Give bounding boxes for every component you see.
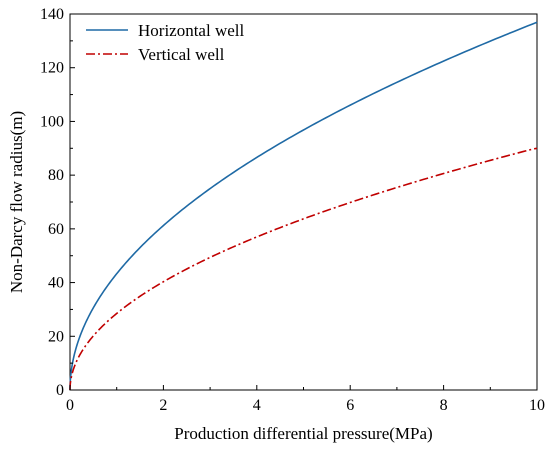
legend: Horizontal well Vertical well [86,21,244,64]
series-layer [69,21,538,391]
legend-label-vertical-well: Vertical well [138,45,225,64]
y-tick-label: 0 [56,382,64,399]
x-tick-label: 2 [159,397,167,414]
x-tick-label: 4 [253,397,261,414]
y-tick-label: 60 [48,221,64,238]
y-axis-title: Non-Darcy flow radius(m) [7,111,26,293]
y-tick-label: 140 [40,6,64,23]
x-axis-ticks: 0 2 4 6 8 10 [66,385,545,414]
x-tick-label: 6 [346,397,354,414]
x-axis-title: Production differential pressure(MPa) [174,424,432,443]
y-tick-label: 20 [48,328,64,345]
x-tick-label: 10 [529,397,545,414]
x-tick-label: 8 [440,397,448,414]
y-axis-ticks: 0 20 40 60 80 100 120 140 [40,6,75,399]
legend-label-horizontal-well: Horizontal well [138,21,244,40]
series-line-vertical-well [69,147,538,391]
x-tick-label: 0 [66,397,74,414]
y-tick-label: 100 [40,113,64,130]
plot-area: 0 2 4 6 8 10 0 20 40 60 80 100 120 140 [40,6,545,414]
y-tick-label: 40 [48,275,64,292]
y-tick-label: 120 [40,60,64,77]
series-line-horizontal-well [69,21,538,391]
plot-frame [69,13,538,391]
y-tick-label: 80 [48,167,64,184]
